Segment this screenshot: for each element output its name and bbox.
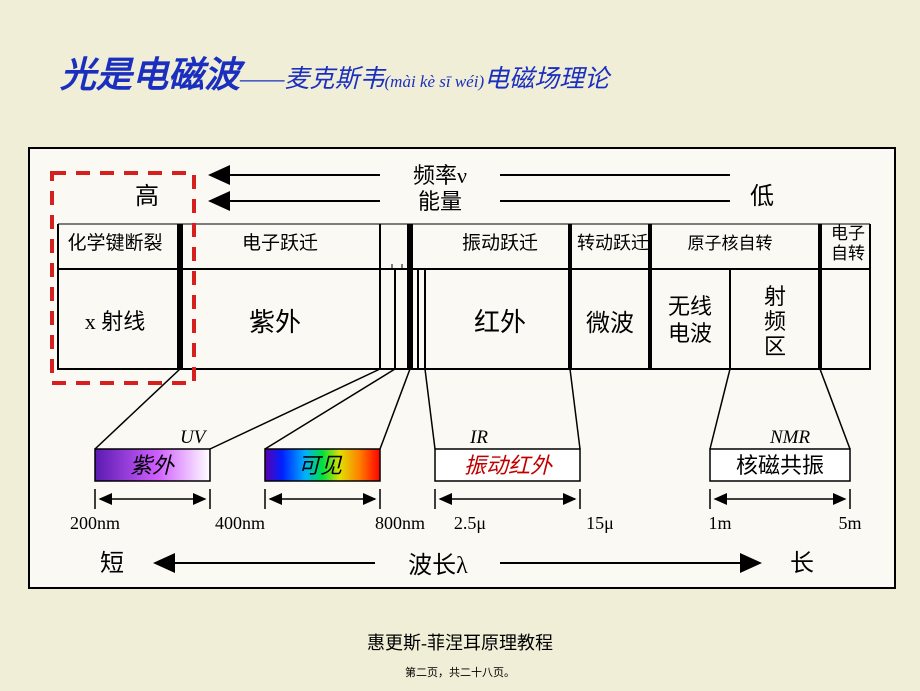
footer-title: 惠更斯-菲涅耳原理教程: [0, 629, 920, 655]
proc-rot: 转动跃迁: [577, 233, 649, 253]
ir-cn: 振动红外: [464, 453, 553, 478]
short-label: 短: [100, 550, 124, 577]
highlight-box: [52, 173, 194, 383]
title-main: 光是电磁波: [60, 55, 240, 95]
proc-espin1: 电子: [831, 224, 865, 243]
band-mw: 微波: [586, 310, 634, 337]
nmr-cn: 核磁共振: [736, 453, 824, 478]
proc-nuc: 原子核自转: [688, 234, 773, 253]
uv-it: UV: [180, 427, 208, 448]
proc-chem: 化学键断裂: [67, 232, 162, 254]
title-tail: 电磁场理论: [484, 66, 609, 93]
t25: 2.5μ: [454, 513, 486, 533]
title-sub: 麦克斯韦: [284, 66, 384, 93]
low-label: 低: [750, 183, 774, 210]
band-rf2: 频: [764, 309, 786, 334]
footer-page: 第二页，共二十八页。: [0, 664, 920, 680]
spectrum-svg: 频率ν 能量 高 低 化学键断裂 电子跃迁 振动跃迁 转动跃迁 原子核自转 电子…: [30, 149, 894, 587]
title-dash: ——: [240, 66, 284, 93]
band-rf1: 射: [764, 284, 786, 309]
t200: 200nm: [70, 513, 120, 533]
t800: 800nm: [375, 513, 425, 533]
t5m: 5m: [838, 513, 861, 533]
freq-label: 频率ν: [413, 163, 467, 188]
energy-label: 能量: [418, 189, 462, 214]
wavelength-label: 波长λ: [408, 552, 468, 579]
proc-vib: 振动跃迁: [462, 232, 538, 254]
band-uv: 紫外: [249, 308, 301, 337]
band-ir: 红外: [474, 308, 526, 337]
t400: 400nm: [215, 513, 265, 533]
slide-title: 光是电磁波——麦克斯韦(mài kè sī wéi)电磁场理论: [60, 46, 880, 98]
band-xray: x 射线: [85, 309, 146, 334]
t15: 15μ: [586, 513, 614, 533]
vis-cn: 可见: [298, 453, 343, 478]
em-spectrum-figure: 频率ν 能量 高 低 化学键断裂 电子跃迁 振动跃迁 转动跃迁 原子核自转 电子…: [28, 147, 896, 589]
proc-elec: 电子跃迁: [242, 232, 318, 254]
band-radio2: 电波: [668, 321, 712, 346]
proc-espin2: 自转: [831, 244, 865, 263]
band-radio1: 无线: [668, 294, 712, 319]
band-rf3: 区: [764, 334, 786, 359]
title-pinyin: (mài kè sī wéi): [385, 72, 485, 91]
t1m: 1m: [708, 513, 731, 533]
high-label: 高: [135, 183, 159, 210]
long-label: 长: [790, 550, 814, 577]
ir-it: IR: [469, 427, 488, 448]
nmr-it: NMR: [769, 427, 811, 448]
uv-cn: 紫外: [130, 453, 175, 478]
